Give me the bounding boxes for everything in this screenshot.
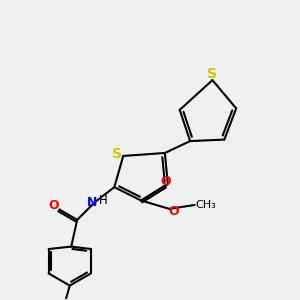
- Text: S: S: [207, 67, 218, 81]
- Text: N: N: [87, 196, 97, 209]
- Text: H: H: [99, 194, 108, 207]
- Text: S: S: [112, 148, 122, 161]
- Text: O: O: [169, 205, 179, 218]
- Text: CH₃: CH₃: [196, 200, 216, 210]
- Text: O: O: [49, 200, 59, 212]
- Text: O: O: [161, 175, 171, 188]
